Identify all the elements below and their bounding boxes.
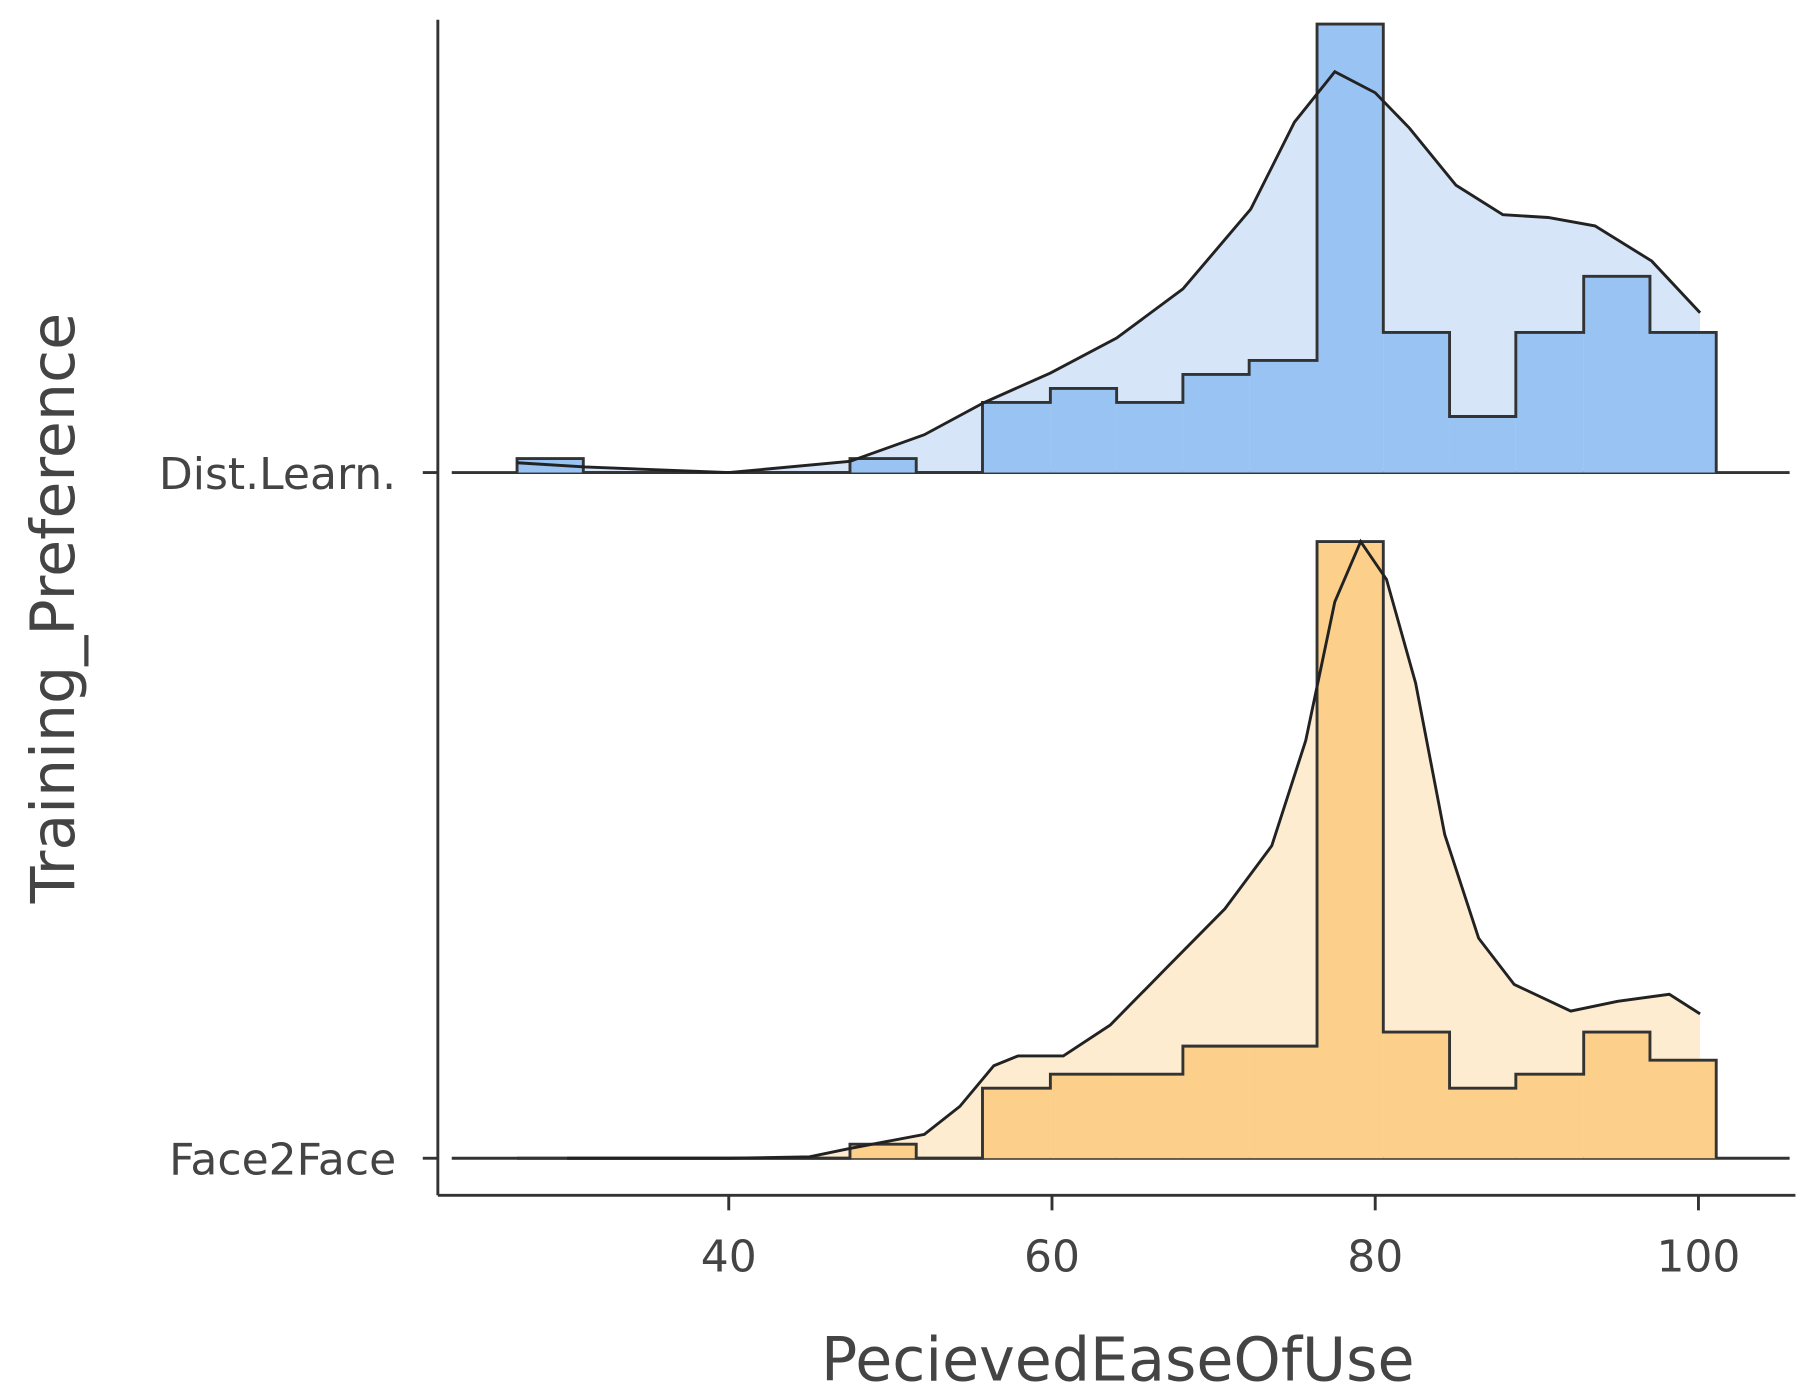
x-tick-label: 40 xyxy=(701,1232,757,1283)
histogram-bar xyxy=(849,458,917,473)
density-area xyxy=(567,541,1701,1159)
histogram-bar xyxy=(1116,1074,1183,1159)
histogram-bar xyxy=(1182,374,1250,473)
histogram-bar xyxy=(1050,388,1117,473)
histogram-outline xyxy=(515,22,1718,475)
histogram-bar xyxy=(1583,1032,1650,1159)
y-tick-label: Face2Face xyxy=(169,1134,396,1185)
histogram-bar xyxy=(1649,1060,1717,1159)
density-line xyxy=(516,69,1702,475)
histogram-outline xyxy=(517,540,1718,1160)
histogram-bar xyxy=(1050,1074,1117,1159)
y-axis-title: Training_Preference xyxy=(19,313,89,904)
histogram-bar xyxy=(1649,332,1717,473)
histogram-bar xyxy=(1583,276,1650,473)
x-axis-title: PecievedEaseOfUse xyxy=(821,1326,1415,1396)
histogram-bar xyxy=(1182,1046,1250,1159)
x-tick-label: 100 xyxy=(1656,1232,1740,1283)
x-tick-label: 80 xyxy=(1347,1232,1403,1283)
histogram-bar xyxy=(1449,1088,1516,1159)
density-line xyxy=(567,538,1701,1160)
histogram-bar xyxy=(1515,1074,1584,1159)
histogram-bar xyxy=(1116,402,1183,473)
histogram-bar xyxy=(1249,360,1318,473)
histogram-bar xyxy=(1515,332,1584,473)
histogram-bar xyxy=(1249,1046,1318,1159)
histogram-bar xyxy=(1383,332,1450,473)
histogram-bar xyxy=(1449,416,1516,473)
histogram-bar xyxy=(849,1144,917,1159)
x-tick-label: 60 xyxy=(1024,1232,1080,1283)
histogram-bar xyxy=(1383,1032,1450,1159)
histogram-bar xyxy=(982,402,1051,473)
y-tick-label: Dist.Learn. xyxy=(159,449,396,500)
histogram-bar xyxy=(1317,541,1384,1159)
histogram-bar xyxy=(1317,24,1384,473)
histogram-bar xyxy=(982,1088,1051,1159)
